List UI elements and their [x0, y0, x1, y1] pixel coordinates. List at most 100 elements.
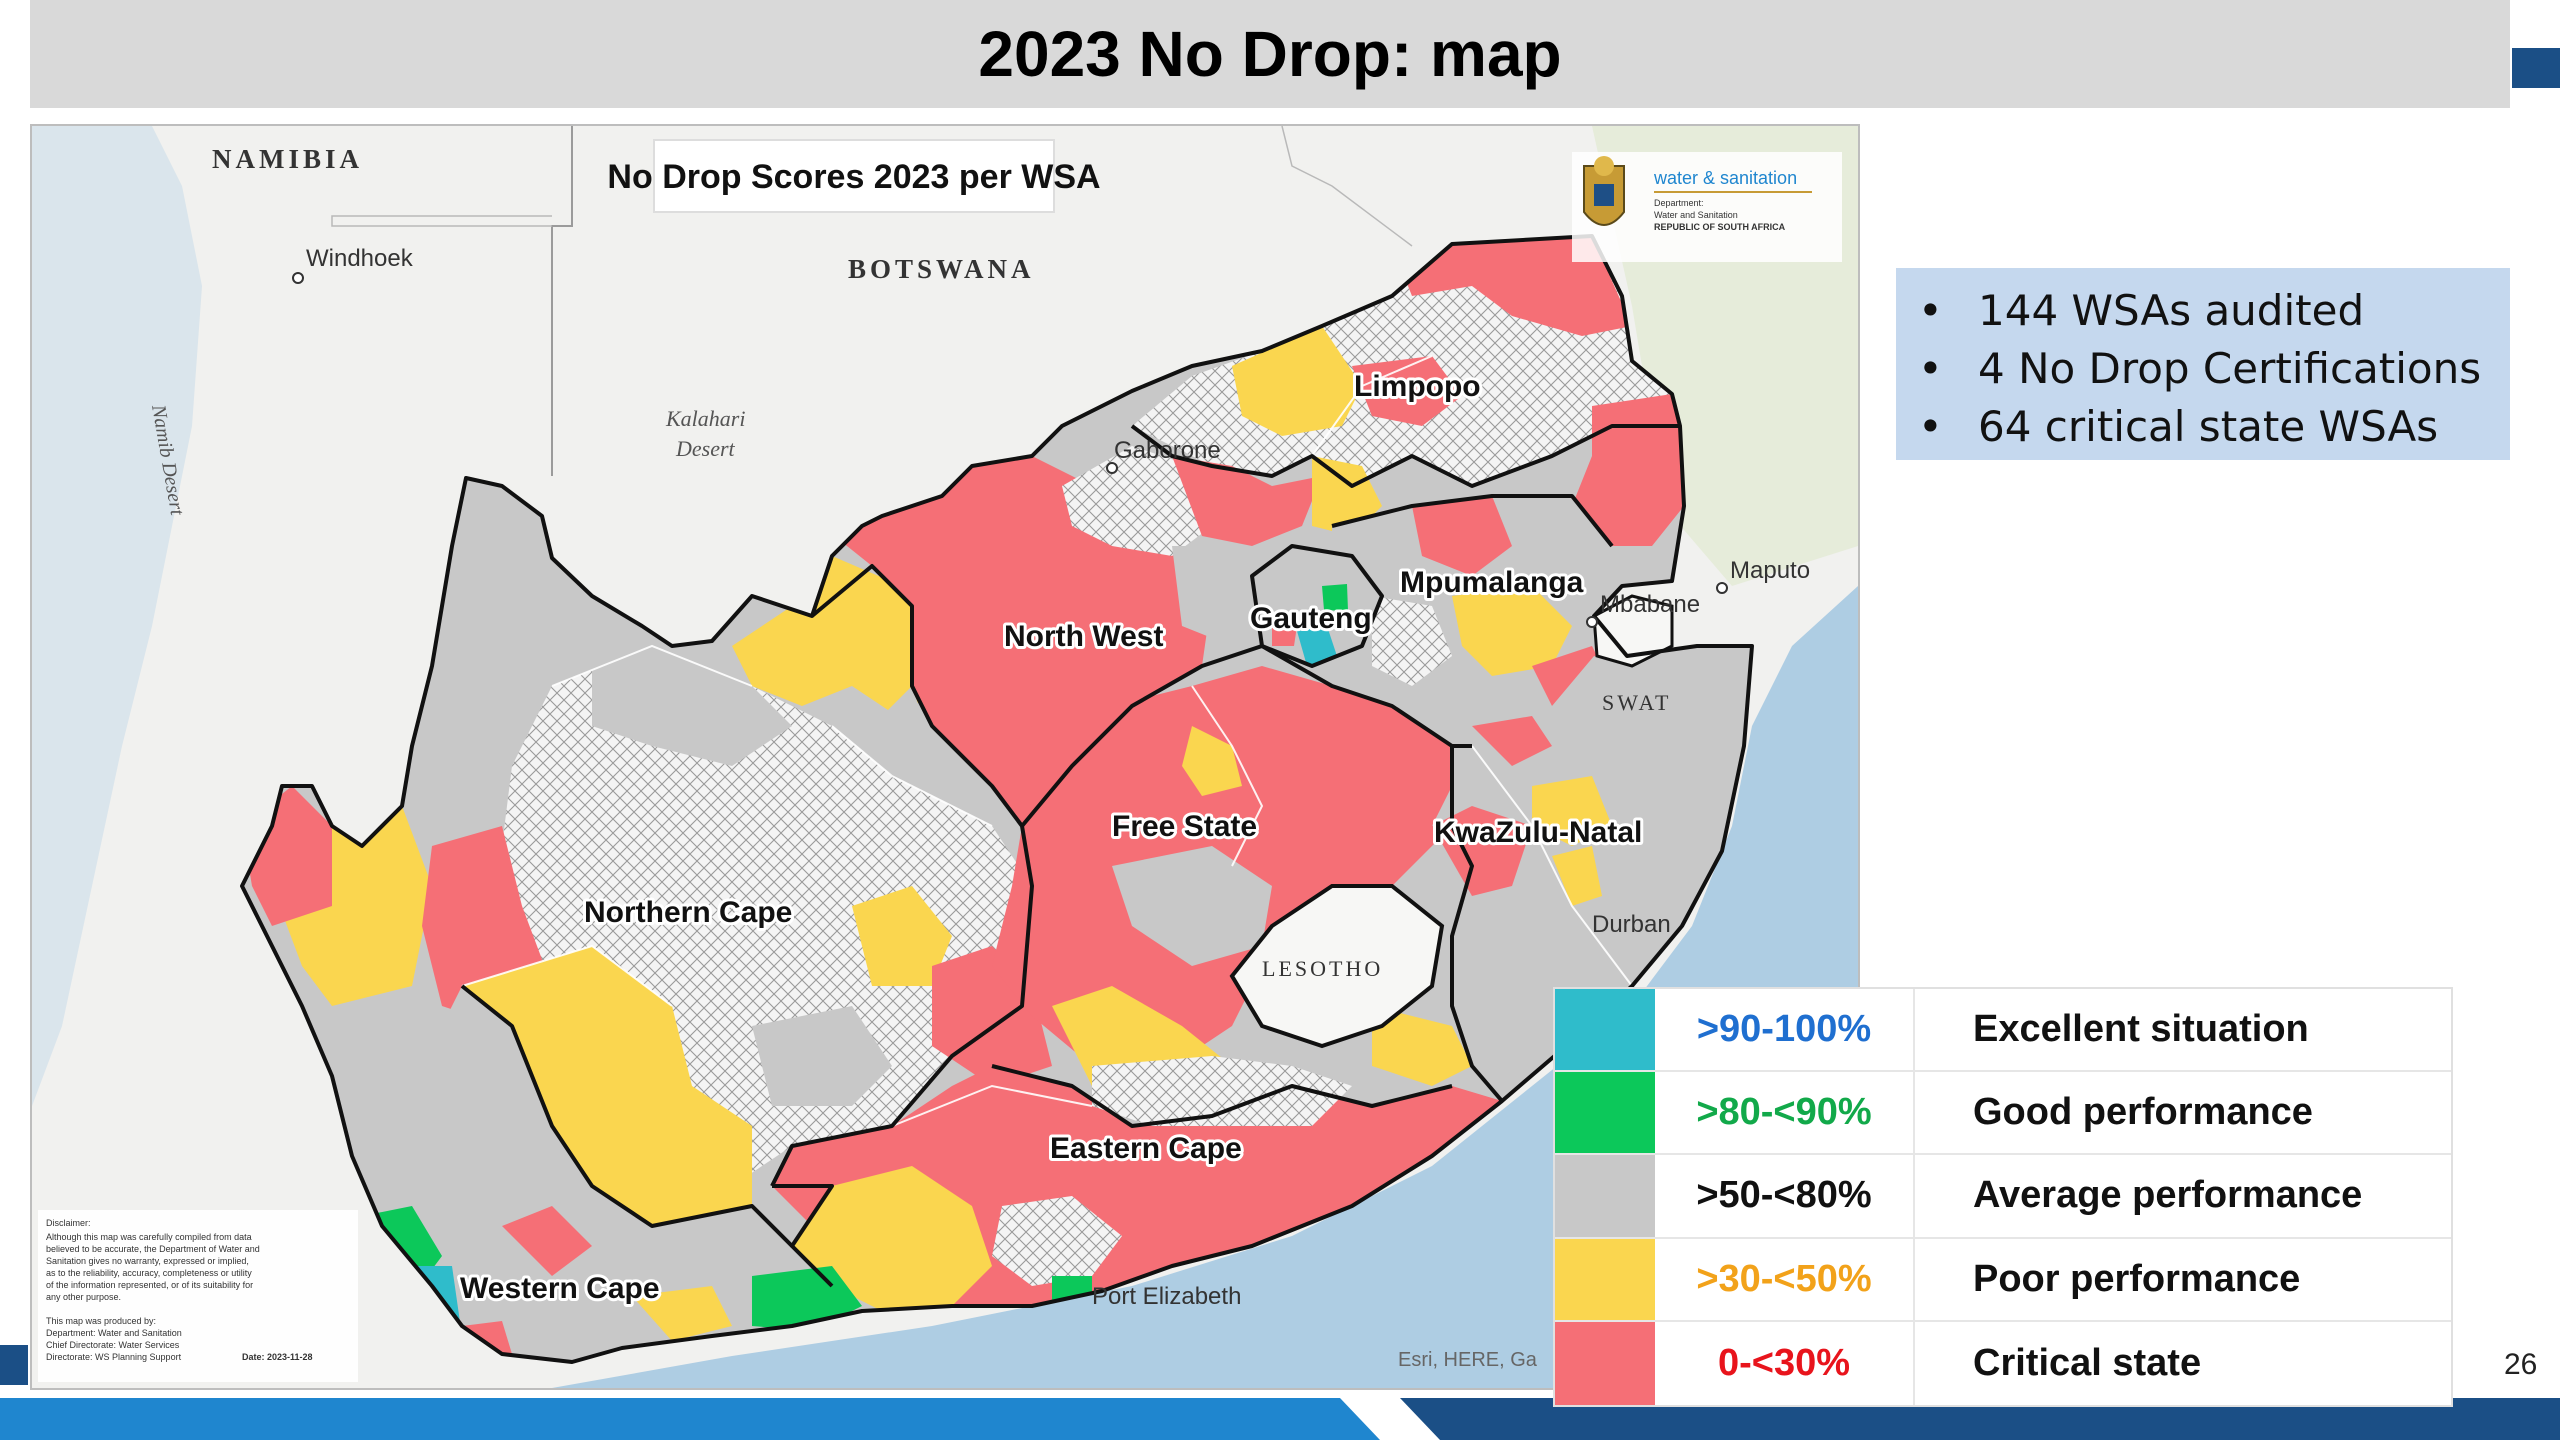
- label-maputo: Maputo: [1730, 557, 1810, 584]
- lesotho: [1229, 884, 1445, 1049]
- region-limpopo-west-critical: [1172, 456, 1322, 546]
- city-mbabane-marker: [1586, 616, 1598, 628]
- logo-line2: Department:: [1654, 198, 1704, 208]
- legend-row-excellent: >90-100% Excellent situation: [1555, 989, 2451, 1073]
- province-boundaries: [460, 424, 1680, 1288]
- region-mpumalanga-north-critical: [1412, 496, 1512, 576]
- region-limpopo-capricorn-critical: [1352, 356, 1462, 426]
- legend-range: >50-<80%: [1655, 1155, 1915, 1237]
- label-gaborone: Gaborone: [1114, 437, 1221, 464]
- slide-title: 2023 No Drop: map: [978, 18, 1562, 90]
- label-mpumalanga: Mpumalanga: [1400, 566, 1584, 599]
- logo-line1: water & sanitation: [1653, 168, 1797, 188]
- region-gauteng-tshwane-good: [1322, 584, 1348, 611]
- bullet-icon: •: [1918, 402, 1943, 451]
- coat-of-arms-sun-icon: [1594, 156, 1614, 176]
- dws-logo: water & sanitation Department: Water and…: [1572, 152, 1842, 262]
- legend-label: Average performance: [1973, 1174, 2363, 1217]
- region-eastern-cape-north-hatch: [1092, 1056, 1352, 1126]
- summary-item: • 64 critical state WSAs: [1918, 398, 2510, 456]
- disclaimer-line: of the information represented, or of it…: [46, 1280, 253, 1290]
- bullet-icon: •: [1918, 286, 1943, 335]
- label-port-elizabeth: Port Elizabeth: [1092, 1283, 1241, 1310]
- city-maputo-marker: [1716, 582, 1728, 594]
- region-north-west-sw-average: [872, 686, 932, 776]
- summary-item-text: 64 critical state WSAs: [1978, 402, 2439, 451]
- map-frame: No Drop Scores 2023 per WSA water & sani…: [30, 124, 1860, 1390]
- legend-row-poor: >30-<50% Poor performance: [1555, 1238, 2451, 1322]
- disclaimer-box: Disclaimer: Although this map was carefu…: [38, 1210, 358, 1382]
- label-windhoek: Windhoek: [306, 245, 414, 272]
- region-north-west-hatch: [1062, 446, 1212, 556]
- region-limpopo-waterberg-poor: [1232, 326, 1362, 436]
- logo-line4: REPUBLIC OF SOUTH AFRICA: [1654, 222, 1786, 232]
- summary-item-text: 144 WSAs audited: [1978, 286, 2365, 335]
- page-number: 26: [2504, 1348, 2538, 1381]
- region-western-cape-boland-critical: [502, 1206, 592, 1276]
- region-kzn-ilembe-poor: [1552, 846, 1602, 906]
- map-title: No Drop Scores 2023 per WSA: [607, 158, 1100, 196]
- namibia-botswana-border: [551, 126, 573, 476]
- legend-label: Poor performance: [1973, 1257, 2301, 1300]
- label-gauteng: Gauteng: [1250, 602, 1372, 635]
- region-north-west-critical: [822, 456, 1212, 826]
- label-lesotho: LESOTHO: [1262, 956, 1383, 981]
- disclaimer-date: Date: 2023-11-28: [242, 1352, 313, 1362]
- summary-box: • 144 WSAs audited • 4 No Drop Certificati…: [1896, 268, 2510, 460]
- region-nc-kuruman-poor: [732, 556, 932, 726]
- bullet-icon: •: [1918, 344, 1943, 393]
- legend-label: Good performance: [1973, 1091, 2313, 1134]
- label-northern-cape: Northern Cape: [584, 896, 792, 929]
- legend-range: 0-<30%: [1655, 1321, 1915, 1405]
- south-africa-outline: [240, 234, 1754, 1364]
- legend-range: >90-100%: [1655, 989, 1915, 1071]
- region-gauteng-joburg-excellent: [1297, 626, 1337, 666]
- disclaimer-line: any other purpose.: [46, 1292, 121, 1302]
- namibia-coast-shade: [32, 126, 202, 1106]
- region-kzn-north-critical: [1472, 716, 1552, 766]
- label-kwazulu-natal: KwaZulu-Natal: [1434, 816, 1642, 849]
- label-western-cape: Western Cape: [460, 1272, 660, 1305]
- label-mbabane: Mbabane: [1600, 591, 1700, 618]
- summary-item-text: 4 No Drop Certifications: [1978, 344, 2482, 393]
- region-nc-pixley-average: [752, 1006, 892, 1106]
- legend-swatch: [1555, 989, 1655, 1071]
- region-eastern-cape-sarah-baartman-poor: [792, 1166, 992, 1316]
- slide-bottom-bar: [0, 1398, 2560, 1440]
- map-canvas: No Drop Scores 2023 per WSA water & sani…: [32, 126, 1858, 1388]
- map-attribution: Esri, HERE, Ga: [1398, 1349, 1538, 1371]
- legend-label: Critical state: [1973, 1341, 2202, 1384]
- disclaimer-line: Sanitation gives no warranty, expressed …: [46, 1256, 249, 1266]
- summary-list: • 144 WSAs audited • 4 No Drop Certificati…: [1918, 282, 2510, 456]
- accent-bar-left: [0, 1345, 28, 1385]
- logo-line3: Water and Sanitation: [1654, 210, 1738, 220]
- region-nc-south-poor: [462, 946, 752, 1256]
- region-kzn-west-critical: [1432, 806, 1532, 896]
- city-windhoek-marker: [292, 272, 304, 284]
- legend-row-critical: 0-<30% Critical state: [1555, 1321, 2451, 1405]
- disclaimer-producer-line: Chief Directorate: Water Services: [46, 1340, 180, 1350]
- disclaimer-line: Although this map was carefully compiled…: [46, 1232, 252, 1242]
- legend-swatch: [1555, 1238, 1655, 1320]
- legend-swatch: [1555, 1321, 1655, 1405]
- disclaimer-producer-line: Directorate: WS Planning Support: [46, 1352, 182, 1362]
- region-western-cape-overberg-poor: [632, 1286, 732, 1341]
- summary-item: • 144 WSAs audited: [1918, 282, 2510, 340]
- region-north-west-east-average: [1172, 546, 1262, 646]
- label-free-state: Free State: [1112, 810, 1257, 843]
- summary-item: • 4 No Drop Certifications: [1918, 340, 2510, 398]
- label-eastern-cape: Eastern Cape: [1050, 1132, 1242, 1165]
- label-namibia: NAMIBIA: [212, 144, 363, 174]
- region-mpumalanga-hatch: [1372, 596, 1452, 686]
- legend-swatch: [1555, 1072, 1655, 1154]
- namibia-border-north: [331, 215, 552, 227]
- label-botswana: BOTSWANA: [848, 254, 1035, 284]
- region-western-cape-garden-route-good: [752, 1266, 862, 1331]
- title-bar: 2023 No Drop: map: [30, 0, 2510, 108]
- legend-range: >30-<50%: [1655, 1238, 1915, 1320]
- disclaimer-line: as to the reliability, accuracy, complet…: [46, 1268, 252, 1278]
- label-kalahari-desert: Desert: [675, 436, 736, 461]
- legend-swatch: [1555, 1155, 1655, 1237]
- label-swaziland: SWAT: [1602, 690, 1671, 715]
- disclaimer-line: believed to be accurate, the Department …: [46, 1244, 260, 1254]
